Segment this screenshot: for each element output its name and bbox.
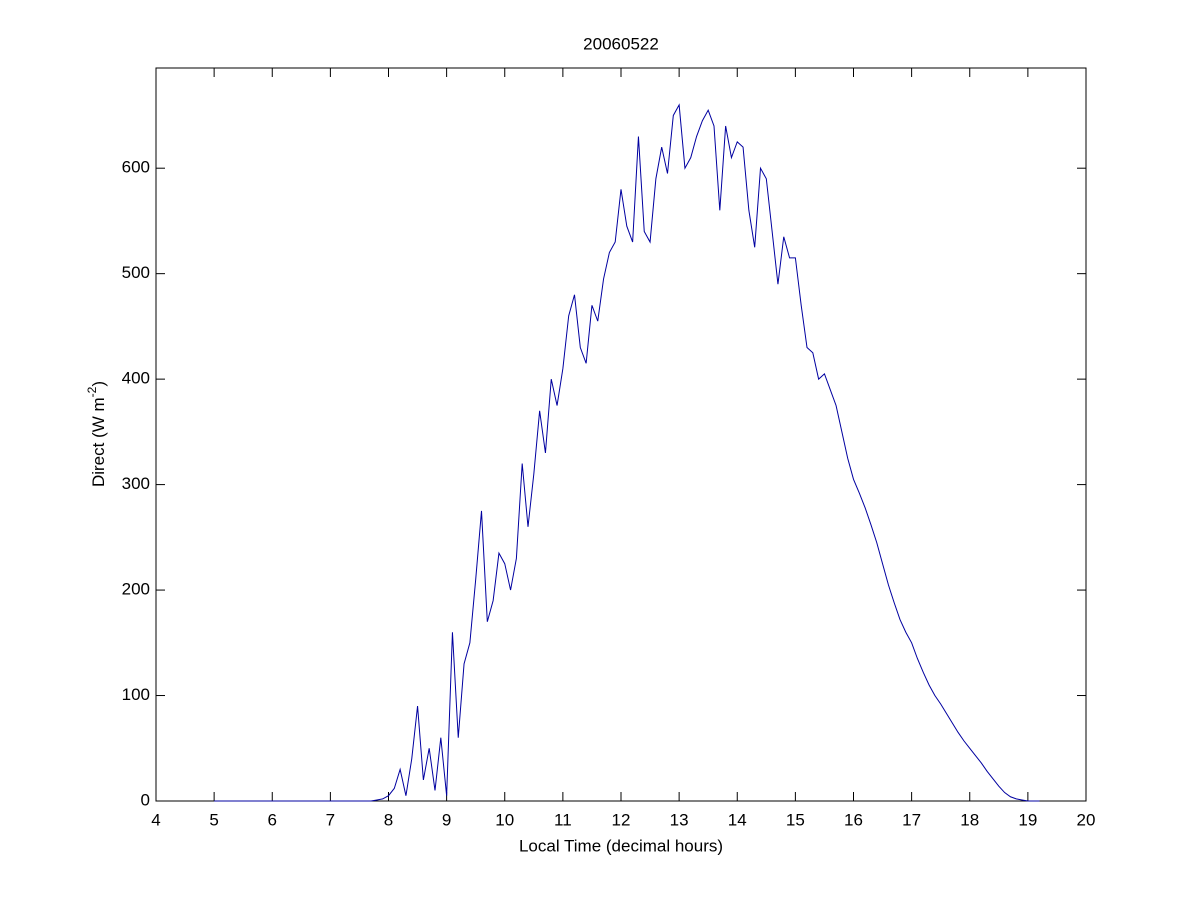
data-line — [214, 103, 1040, 802]
y-axis-label: Direct (W m-2) — [85, 381, 108, 487]
y-tick-label: 100 — [122, 685, 150, 704]
x-tick-label: 9 — [442, 810, 451, 829]
y-axis-label-sup: -2 — [85, 386, 99, 397]
x-tick-label: 8 — [384, 810, 393, 829]
x-tick-label: 10 — [495, 810, 514, 829]
y-tick-label: 0 — [141, 790, 150, 809]
x-tick-label: 16 — [844, 810, 863, 829]
x-tick-label: 4 — [151, 810, 160, 829]
x-tick-label: 13 — [670, 810, 689, 829]
x-tick-label: 12 — [612, 810, 631, 829]
x-tick-label: 20 — [1077, 810, 1096, 829]
y-tick-label: 400 — [122, 369, 150, 388]
x-axis-label: Local Time (decimal hours) — [519, 836, 723, 855]
x-tick-label: 5 — [209, 810, 218, 829]
y-tick-label: 300 — [122, 474, 150, 493]
y-tick-label: 600 — [122, 158, 150, 177]
plot-frame — [155, 67, 1087, 802]
x-tick-label: 18 — [960, 810, 979, 829]
y-tick-label: 200 — [122, 580, 150, 599]
x-tick-label: 14 — [728, 810, 747, 829]
y-axis-label-tail: ) — [89, 381, 108, 387]
x-tick-label: 11 — [554, 810, 572, 829]
y-tick-label: 500 — [122, 263, 150, 282]
x-tick-label: 7 — [326, 810, 335, 829]
y-axis-label-text: Direct (W m — [89, 397, 108, 487]
x-tick-label: 6 — [268, 810, 277, 829]
chart-title: 20060522 — [583, 34, 659, 53]
x-tick-label: 15 — [786, 810, 805, 829]
x-tick-label: 19 — [1018, 810, 1037, 829]
x-tick-label: 17 — [902, 810, 921, 829]
